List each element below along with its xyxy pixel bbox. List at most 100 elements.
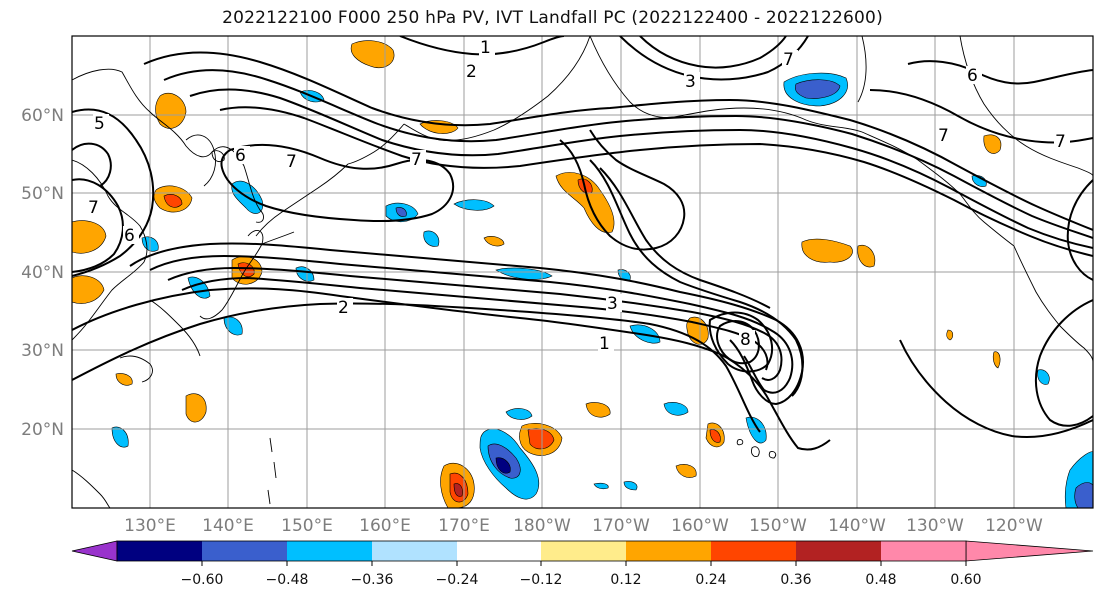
lon-label: 160°W	[671, 516, 729, 536]
colorbar-tick-label: −0.12	[520, 572, 563, 588]
colorbar-segment	[457, 541, 541, 561]
contour-label: 7	[88, 198, 99, 218]
contour-line	[639, 36, 787, 69]
map-border	[71, 35, 1094, 509]
contour-label: 3	[685, 72, 696, 92]
anomaly-shading	[72, 40, 1093, 508]
colorbar-segment	[372, 541, 457, 561]
contour-line	[716, 320, 760, 365]
lon-label: 170°W	[592, 516, 650, 536]
negative-anomaly	[745, 416, 767, 444]
colorbar-segment	[541, 541, 626, 561]
contour-label: 6	[967, 66, 978, 86]
positive-anomaly	[585, 402, 611, 418]
contour-line	[149, 254, 794, 394]
contour-line	[72, 142, 112, 187]
colorbar-tick-label: −0.36	[351, 572, 394, 588]
contour-line	[899, 339, 1093, 439]
lat-label: 40°N	[21, 263, 64, 283]
contour-labels: 1 2 3 5 6 7 7 7 7 7 6 6 2 3	[87, 38, 1070, 354]
lon-label: 150°W	[749, 516, 807, 536]
lat-label: 20°N	[21, 420, 64, 440]
positive-anomaly	[72, 275, 105, 304]
lon-label: 170°E	[438, 516, 490, 536]
negative-anomaly	[187, 276, 211, 299]
negative-anomaly	[423, 230, 440, 247]
contour-line	[143, 51, 1093, 231]
colorbar-tick-label: 0.60	[950, 572, 981, 588]
negative-anomaly	[495, 267, 553, 280]
contour-line	[559, 129, 686, 251]
contour-line	[907, 60, 1093, 85]
lon-label: 120°W	[985, 516, 1043, 536]
contour-line	[163, 69, 1093, 239]
contour-label: 7	[1055, 132, 1066, 152]
contour-line	[1066, 179, 1093, 281]
contour-line	[72, 302, 761, 433]
pv-contours	[72, 36, 1093, 451]
colorbar-tick-label: −0.48	[266, 572, 309, 588]
negative-anomaly	[295, 266, 315, 282]
colorbar-tick-label: 0.24	[695, 572, 726, 588]
negative-anomaly	[1037, 369, 1050, 385]
contour-line	[589, 159, 804, 397]
contour-label: 2	[466, 62, 477, 82]
negative-anomaly-strong	[395, 207, 407, 217]
contour-label: 6	[124, 226, 135, 246]
lat-label: 50°N	[21, 184, 64, 204]
contour-label: 1	[480, 38, 491, 58]
lon-label: 130°E	[124, 516, 176, 536]
contour-label: 7	[411, 150, 422, 170]
lon-label: 130°W	[906, 516, 964, 536]
positive-anomaly	[155, 92, 187, 129]
contour-line	[708, 311, 774, 373]
contour-line	[220, 144, 455, 223]
negative-anomaly-strong	[795, 79, 841, 99]
longitude-labels: 130°E 140°E 150°E 160°E 170°E 180°W 170°…	[124, 516, 1043, 536]
negative-anomaly	[111, 426, 129, 448]
contour-line	[219, 106, 1093, 257]
contour-line	[72, 287, 831, 451]
positive-anomaly	[115, 373, 133, 386]
lat-label: 30°N	[21, 341, 64, 361]
lon-label: 180°W	[513, 516, 571, 536]
colorbar-segment	[117, 541, 202, 561]
contour-label: 7	[783, 50, 794, 70]
positive-anomaly-strong	[709, 429, 721, 443]
positive-anomaly	[801, 238, 853, 263]
positive-anomaly	[555, 172, 615, 233]
latitude-labels: 60°N 50°N 40°N 30°N 20°N	[21, 106, 64, 440]
contour-label: 5	[94, 114, 105, 134]
colorbar-segment	[711, 541, 796, 561]
map-panel: 1 2 3 5 6 7 7 7 7 7 6 6 2 3	[72, 36, 1093, 508]
contour-label: 7	[938, 126, 949, 146]
contour-label: 8	[740, 330, 751, 350]
negative-anomaly	[223, 316, 243, 336]
colorbar-segment	[626, 541, 711, 561]
colorbar-segment	[202, 541, 287, 561]
lon-label: 140°W	[828, 516, 886, 536]
colorbar-ticks	[201, 561, 967, 566]
colorbar-tick-label: 0.48	[865, 572, 896, 588]
contour-line	[599, 167, 771, 309]
lon-label: 140°E	[202, 516, 254, 536]
negative-anomaly-strong	[1074, 482, 1093, 508]
contour-label: 6	[235, 146, 246, 166]
colorbar-segment	[796, 541, 881, 561]
positive-anomaly	[983, 134, 1002, 154]
positive-anomaly-strongest	[453, 483, 463, 497]
contour-line	[1034, 299, 1093, 427]
positive-anomaly	[483, 236, 505, 247]
negative-anomaly-strongest	[495, 457, 511, 474]
colorbar-extend-min	[71, 540, 118, 562]
colorbar-tick-label: 0.36	[780, 572, 811, 588]
contour-line	[189, 88, 1093, 249]
lon-label: 160°E	[359, 516, 411, 536]
contour-line	[399, 36, 565, 56]
contour-line	[167, 266, 783, 381]
positive-anomaly	[185, 393, 207, 423]
positive-anomaly	[992, 351, 1001, 369]
contour-label: 7	[286, 152, 297, 172]
map-title: 2022122100 F000 250 hPa PV, IVT Landfall…	[222, 8, 883, 28]
colorbar-tick-label: −0.60	[181, 572, 224, 588]
